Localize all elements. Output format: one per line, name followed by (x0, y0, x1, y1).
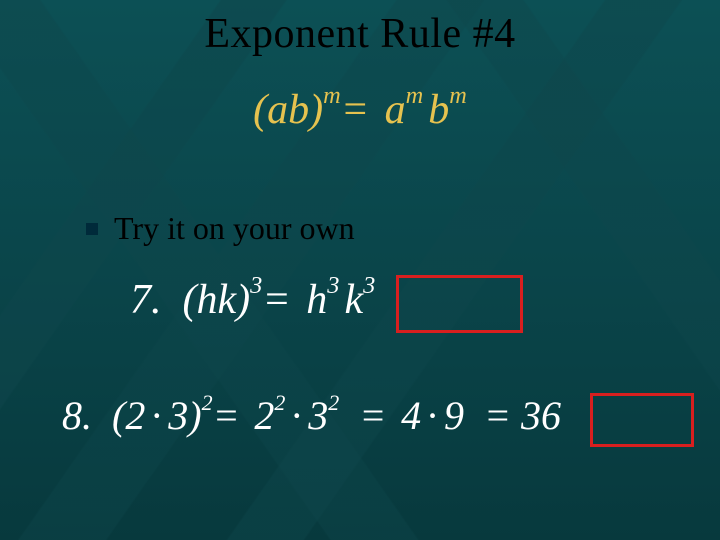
ex7-lparen: ( (183, 277, 197, 323)
bullet-text: Try it on your own (114, 210, 355, 247)
example-8: 8. (2·3)2= 22·32 = 4·9 = 36 (62, 392, 561, 439)
bullet-square-icon (86, 223, 98, 235)
ex7-exp: 3 (250, 272, 262, 299)
ex7-num: 7. (130, 277, 162, 323)
ex8-exp: 2 (202, 390, 213, 415)
slide: Exponent Rule #4 (ab)m= ambm Try it on y… (0, 0, 720, 540)
ex7-h: h (197, 277, 218, 323)
ex8-3: 3 (168, 393, 188, 438)
ex8-4: 4 (401, 393, 421, 438)
formula-rhs-a-exp: m (406, 82, 424, 109)
formula-rparen: ) (309, 87, 323, 133)
ex7-rhs-k: k (344, 277, 363, 323)
formula-exp-m-left: m (323, 82, 341, 109)
ex8-3sq-base: 3 (308, 393, 328, 438)
ex8-dot2: · (290, 393, 303, 438)
highlight-box-ex7 (396, 275, 523, 333)
formula-rhs-a: a (385, 87, 406, 133)
ex8-2sq-base: 2 (254, 393, 274, 438)
ex8-lparen: ( (112, 393, 125, 438)
ex8-2sq-exp: 2 (274, 390, 285, 415)
ex8-dot1: · (150, 393, 163, 438)
formula-a: a (267, 87, 288, 133)
bullet-row: Try it on your own (86, 210, 355, 247)
ex7-rparen: ) (236, 277, 250, 323)
formula-eq: = (341, 87, 369, 133)
ex7-rhs-h: h (306, 277, 327, 323)
ex8-3sq-exp: 2 (328, 390, 339, 415)
ex8-result: 36 (521, 393, 561, 438)
ex8-eq3: = (484, 393, 511, 438)
ex7-rhs-h-exp: 3 (327, 272, 339, 299)
formula-rhs-b: b (428, 87, 449, 133)
example-7: 7. (hk)3= h3k3 (130, 276, 375, 324)
ex8-dot3: · (426, 393, 439, 438)
slide-title: Exponent Rule #4 (0, 10, 720, 58)
ex8-num: 8. (62, 393, 92, 438)
ex7-eq: = (262, 277, 290, 323)
formula-b: b (288, 87, 309, 133)
ex7-k: k (218, 277, 237, 323)
formula-rhs-b-exp: m (449, 82, 467, 109)
ex8-9: 9 (444, 393, 464, 438)
ex8-rparen: ) (188, 393, 201, 438)
highlight-box-ex8 (590, 393, 694, 447)
rule-formula: (ab)m= ambm (0, 86, 720, 134)
ex7-rhs-k-exp: 3 (363, 272, 375, 299)
formula-lparen: ( (253, 87, 267, 133)
ex8-2: 2 (125, 393, 145, 438)
ex8-eq1: = (213, 393, 240, 438)
ex8-eq2: = (359, 393, 386, 438)
